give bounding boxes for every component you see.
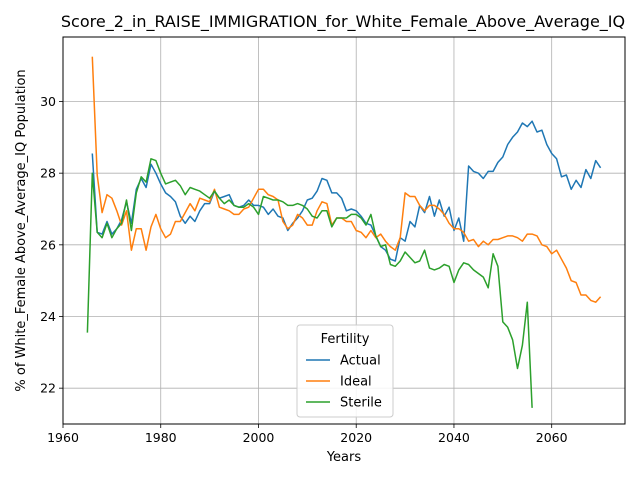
series-lines bbox=[86, 56, 602, 408]
legend-label-sterile: Sterile bbox=[340, 396, 382, 411]
x-axis-ticks: 1960 1980 2000 2020 2040 2060 bbox=[47, 424, 568, 445]
y-tick-label: 30 bbox=[40, 94, 56, 109]
series-line-sterile bbox=[86, 158, 533, 408]
y-axis-ticks: 22 24 26 28 30 bbox=[40, 94, 63, 396]
legend: Fertility Actual Ideal Sterile bbox=[296, 324, 394, 418]
y-tick-label: 26 bbox=[40, 237, 56, 252]
legend-box bbox=[296, 324, 394, 418]
x-tick-label: 2000 bbox=[243, 430, 275, 445]
x-tick-label: 2060 bbox=[536, 430, 568, 445]
x-tick-label: 1960 bbox=[47, 430, 79, 445]
x-tick-label: 2040 bbox=[438, 430, 470, 445]
x-tick-label: 2020 bbox=[340, 430, 372, 445]
chart-title: Score_2_in_RAISE_IMMIGRATION_for_White_F… bbox=[61, 12, 625, 32]
legend-label-actual: Actual bbox=[340, 354, 381, 369]
y-tick-label: 24 bbox=[40, 309, 56, 324]
y-tick-label: 28 bbox=[40, 166, 56, 181]
y-tick-label: 22 bbox=[40, 381, 56, 396]
series-line-ideal bbox=[91, 56, 602, 303]
legend-label-ideal: Ideal bbox=[340, 375, 372, 390]
x-tick-label: 1980 bbox=[145, 430, 177, 445]
y-axis-label: % of White_Female Above_Average_IQ Popul… bbox=[14, 69, 29, 391]
x-axis-label: Years bbox=[326, 450, 362, 465]
legend-title: Fertility bbox=[321, 332, 370, 347]
series-line-actual bbox=[91, 120, 602, 262]
plot-frame bbox=[62, 36, 626, 425]
